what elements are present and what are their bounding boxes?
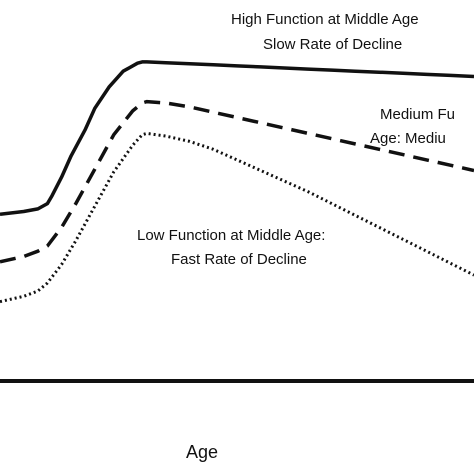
series-line-low [0, 131, 474, 304]
annotation-low-line2: Fast Rate of Decline [171, 251, 307, 268]
annotation-medium-line1: Medium Fu [380, 106, 455, 123]
annotation-high-line2: Slow Rate of Decline [263, 36, 402, 53]
annotation-medium-line2: Age: Mediu [370, 130, 446, 147]
annotation-high-line1: High Function at Middle Age [231, 11, 419, 28]
series-layer [0, 60, 474, 304]
x-axis-label: Age [186, 442, 218, 462]
series-line-medium [0, 99, 474, 264]
annotation-low-line1: Low Function at Middle Age: [137, 227, 325, 244]
series-line-high [0, 60, 474, 216]
